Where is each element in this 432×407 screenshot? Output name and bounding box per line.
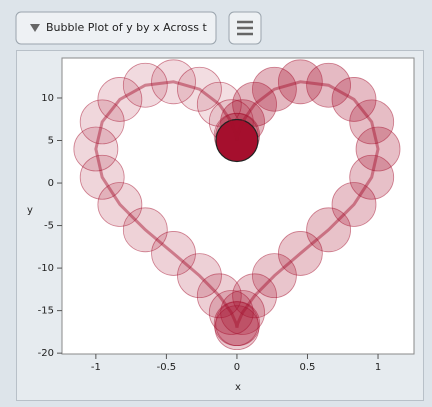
bubble (97, 182, 143, 227)
bubble (277, 59, 323, 105)
x-tick-label: -0.5 (157, 362, 177, 373)
bubble (215, 301, 261, 347)
y-tick-label: -10 (38, 263, 54, 274)
bubble (196, 81, 242, 127)
y-axis-label: y (27, 205, 33, 216)
bubble (215, 118, 259, 163)
bubble (277, 231, 323, 276)
bubble (331, 182, 377, 227)
x-tick-label: 0 (234, 362, 240, 373)
y-tick-label: 5 (48, 136, 54, 147)
disclosure-icon[interactable] (30, 24, 40, 32)
bubble (355, 126, 401, 172)
bubble (73, 126, 119, 172)
bubble (151, 231, 196, 276)
chart-title: Bubble Plot of y by x Across t (46, 21, 207, 34)
menu-icon[interactable] (237, 20, 253, 36)
bubble (349, 99, 395, 145)
x-tick-label: 0.5 (300, 362, 316, 373)
x-tick-label: -1 (91, 362, 101, 373)
bubble (252, 253, 297, 299)
y-tick-label: -20 (38, 348, 54, 359)
y-tick-label: -5 (44, 221, 54, 232)
y-tick-label: 0 (48, 178, 54, 189)
bubble (306, 62, 351, 108)
trail-line (94, 80, 380, 328)
bubble (232, 81, 277, 127)
bubble (79, 99, 125, 145)
y-tick-label: -15 (38, 306, 54, 317)
x-axis-label: x (235, 382, 241, 393)
bubble (177, 66, 222, 112)
title-button[interactable] (15, 11, 217, 45)
bubble (306, 207, 351, 253)
bubble (177, 253, 222, 299)
bubble (122, 62, 168, 108)
y-tick-label: 10 (41, 93, 54, 104)
bubble (122, 207, 168, 253)
bubble (151, 59, 196, 105)
x-tick-label: 1 (375, 362, 381, 373)
bubble (331, 77, 377, 122)
bubble (97, 77, 143, 122)
bubble (349, 154, 395, 200)
bubble (232, 273, 277, 319)
bubble (252, 66, 297, 112)
bubble (79, 154, 125, 200)
bubble (220, 290, 265, 335)
